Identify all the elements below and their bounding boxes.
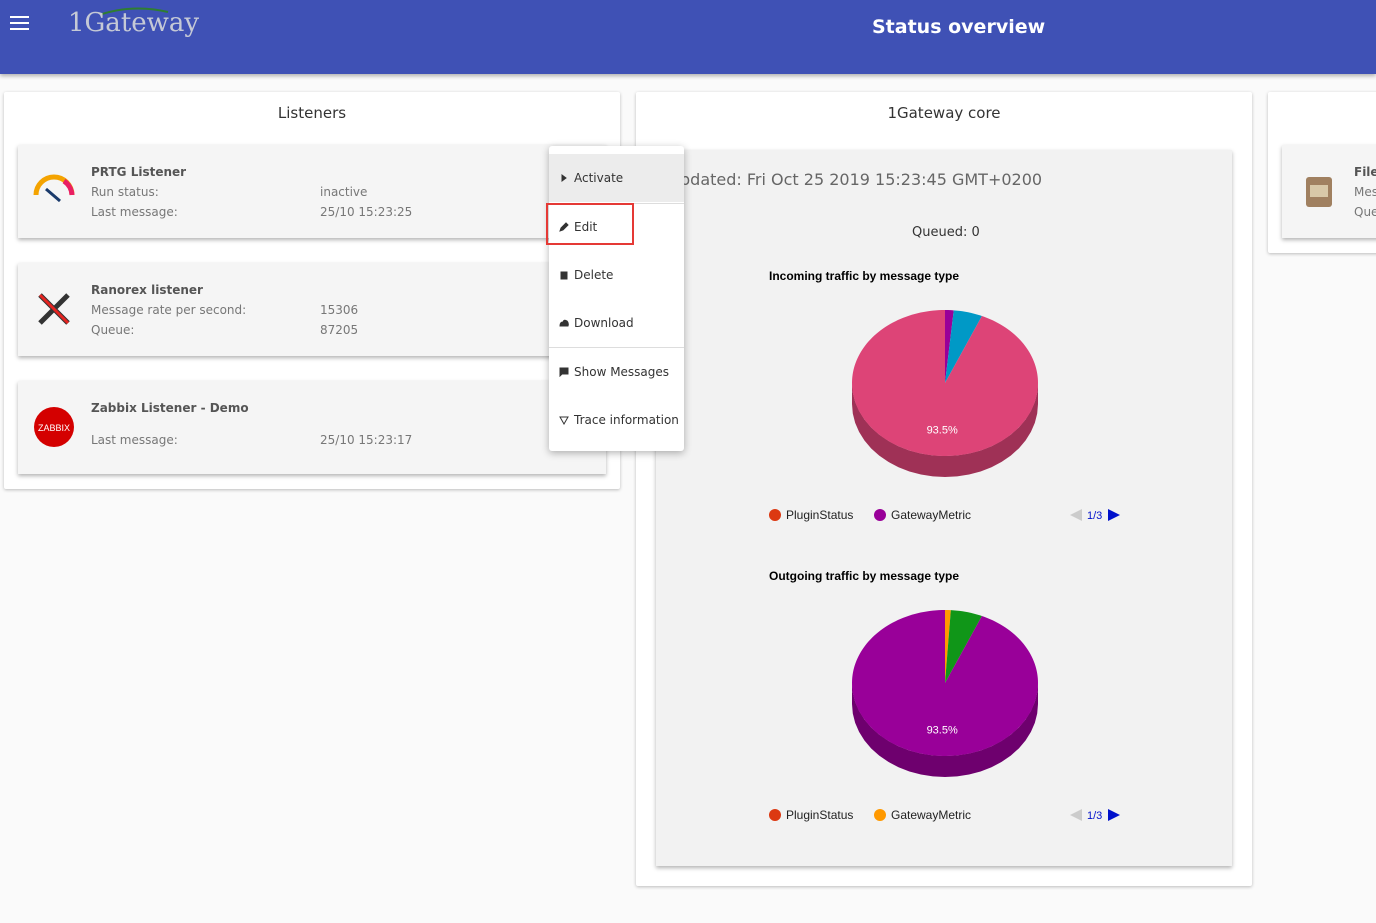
pie-slice [945,610,951,683]
menu-icon [559,367,569,377]
icon [560,271,568,280]
charts: Incoming traffic by message type 93.5% Plu… [769,269,1120,822]
data-label: 93.5% [927,725,958,737]
field-label: Last message: [91,433,178,447]
menu-label: Delete [574,268,614,282]
legend-dot [769,509,781,521]
pie-side [852,383,1038,477]
menu-item[interactable]: Trace information [549,396,684,444]
pie-slice [945,310,982,383]
pager-next[interactable] [1108,509,1120,521]
menu-icon [559,222,569,232]
listener-icon [38,293,70,325]
card-title: 1Gateway core [887,104,1001,122]
menu-item[interactable]: Download [549,299,684,347]
listener-name: Ranorex listener [91,283,203,297]
listener-item[interactable]: PRTG Listener Run status: inactive Last mes… [18,145,606,238]
field-label: Last message: [91,205,178,219]
listener-item[interactable]: Ranorex listener Message rate per second:… [18,263,606,356]
field-value: inactive [320,185,368,199]
menu-label: Edit [574,220,598,234]
pie-slice [852,310,1038,456]
menu-item[interactable]: Activate [549,154,684,202]
icon [559,416,569,425]
side-item[interactable]: File Mes Que [1282,145,1376,238]
pager-prev [1070,809,1082,821]
field-value: 25/10 15:23:17 [320,433,413,447]
menu-icon [560,271,568,280]
field-value: 87205 [320,323,359,337]
menu-icon [559,319,569,327]
menu-item[interactable]: Show Messages [549,347,684,396]
listener-icon [33,174,75,203]
updated-time: pdated: Fri Oct 25 2019 15:23:45 GMT+020… [680,170,1043,189]
field-label: Message rate per second: [91,303,247,317]
side-label: Mes [1354,185,1376,199]
icon [559,367,569,377]
listener-name: Zabbix Listener - Demo [91,401,249,415]
legend-dot [874,809,886,821]
listener-icon: ZABBIX [34,407,74,447]
pager-next[interactable] [1108,809,1120,821]
icon [559,319,569,327]
logo-arc [101,7,169,15]
core-card: 1Gateway core pdated: Fri Oct 25 2019 15… [636,92,1252,886]
pager-text: 1/3 [1087,810,1102,822]
field-label: Run status: [91,185,159,199]
app-bar: 1Gateway Status overview [0,0,1376,74]
legend-dot [874,509,886,521]
menu-button[interactable] [10,16,30,32]
menu-icon [561,174,567,182]
pager-prev [1070,509,1082,521]
side-name: File [1354,165,1376,179]
chart-title: Incoming traffic by message type [769,269,959,283]
listener-item[interactable]: ZABBIX Zabbix Listener - Demo Last message… [18,381,606,474]
page-title: Status overview [872,16,1046,38]
menu-label: Trace information [574,413,679,427]
zabbix-text: ZABBIX [38,423,70,433]
pie-slice [852,610,1038,756]
legend-label: GatewayMetric [891,508,971,522]
data-label: 93.5% [927,425,958,437]
field-label: Queue: [91,323,135,337]
zabbix-logo [34,407,74,447]
menu-icon [559,416,569,425]
needle [45,187,61,203]
pager-text: 1/3 [1087,510,1102,522]
field-value: 25/10 15:23:25 [320,205,413,219]
listener-name: PRTG Listener [91,165,187,179]
menu-divider [549,347,684,348]
card-title: Listeners [277,104,347,122]
menu-label: Show Messages [574,365,670,379]
queued: Queued: 0 [912,225,980,240]
context-menu: Activate Edit Delete Download Show Messages T… [549,146,684,451]
pie-slice [945,610,982,683]
chart-title: Outgoing traffic by message type [769,569,959,583]
gauge [62,178,75,196]
file-icon [1306,177,1332,207]
icon [559,222,569,232]
ranorex [38,293,70,325]
legend-dot [769,809,781,821]
highlight-box [546,203,634,245]
icon [561,174,567,182]
side-label: Que [1354,205,1376,219]
core-panel: pdated: Fri Oct 25 2019 15:23:45 GMT+020… [656,150,1232,866]
pie-slice [945,310,954,383]
menu-label: Activate [574,171,624,185]
pie-side [852,683,1038,777]
side-card: File Mes Que [1268,92,1376,253]
legend-label: GatewayMetric [891,808,971,822]
field-value: 15306 [320,303,359,317]
logo[interactable]: 1Gateway [68,8,200,38]
legend-label: PluginStatus [786,508,853,522]
menu-item[interactable]: Delete [549,251,684,299]
legend-label: PluginStatus [786,808,853,822]
menu-label: Download [574,316,634,330]
